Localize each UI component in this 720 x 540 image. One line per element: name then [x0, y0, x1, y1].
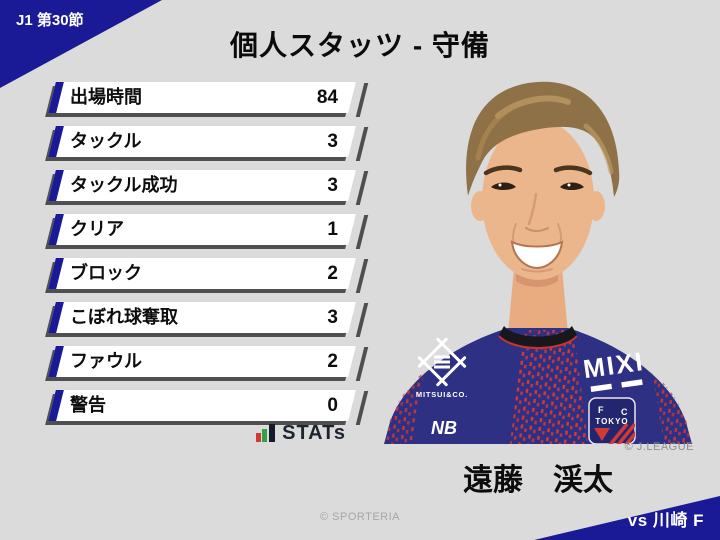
stat-label: タックル — [70, 131, 142, 151]
mitsui-logo-text: MITSUI&CO. — [416, 390, 468, 399]
slash-decoration — [355, 303, 369, 337]
jersey-collar — [499, 326, 577, 347]
stat-label: ブロック — [70, 263, 142, 283]
slash-decoration — [355, 127, 369, 161]
player-head — [466, 81, 620, 280]
stat-row: ファウル 2 — [48, 346, 369, 381]
stat-value: 84 — [316, 87, 338, 108]
stat-label: 警告 — [70, 395, 106, 415]
new-balance-logo-icon: NB — [431, 418, 457, 438]
stat-row: タックル 3 — [48, 126, 369, 161]
player-photo: MITSUI&CO. NB MIXI F C TOKYO — [384, 81, 692, 444]
stat-value: 1 — [327, 219, 338, 240]
stat-row: 出場時間 84 — [48, 82, 369, 117]
stat-list: 出場時間 84 タックル 3 タックル成功 3 クリア 1 ブロック 2 — [48, 82, 369, 434]
mitsui-logo-icon — [417, 337, 467, 387]
fc-tokyo-crest-icon: F C TOKYO — [588, 397, 636, 444]
stat-value: 3 — [327, 131, 338, 152]
svg-text:NB: NB — [431, 418, 457, 438]
stat-value: 2 — [327, 351, 338, 372]
site-credit: © SPORTERIA — [319, 511, 401, 523]
stat-value: 3 — [327, 307, 338, 328]
svg-text:F: F — [598, 405, 604, 415]
stat-row: 警告 0 — [48, 390, 369, 425]
stat-row: ブロック 2 — [48, 258, 369, 293]
stat-label: タックル成功 — [70, 175, 178, 195]
opponent-label: vs 川崎 F — [627, 511, 704, 530]
slash-decoration — [355, 83, 369, 117]
stat-value: 3 — [327, 175, 338, 196]
bar-chart-icon — [256, 424, 276, 442]
slash-decoration — [355, 259, 369, 293]
photo-credit: © J.LEAGUE — [624, 441, 694, 453]
player-smile — [510, 240, 564, 270]
slash-decoration — [355, 347, 369, 381]
slash-decoration — [355, 215, 369, 249]
page-title: 個人スタッツ - 守備 — [230, 30, 490, 61]
stat-label: クリア — [70, 219, 124, 239]
svg-text:TOKYO: TOKYO — [595, 417, 628, 426]
stat-value: 0 — [327, 395, 338, 416]
competition-label: J1 第30節 — [16, 12, 84, 29]
stats-brand-logo: STATs — [52, 422, 346, 444]
mixi-logo-icon: MIXI — [581, 346, 646, 392]
player-name: 遠藤 渓太 — [463, 464, 613, 497]
jersey-speckle-pattern — [510, 330, 588, 444]
stat-label: こぼれ球奪取 — [70, 307, 178, 327]
slash-decoration — [355, 391, 369, 425]
slash-decoration — [355, 171, 369, 205]
svg-text:C: C — [621, 407, 628, 417]
stat-row: こぼれ球奪取 3 — [48, 302, 369, 337]
stat-label: 出場時間 — [70, 87, 142, 107]
stats-brand-label: STATs — [282, 422, 346, 444]
stat-row: タックル成功 3 — [48, 170, 369, 205]
stat-row: クリア 1 — [48, 214, 369, 249]
stat-value: 2 — [327, 263, 338, 284]
stat-label: ファウル — [70, 351, 142, 371]
